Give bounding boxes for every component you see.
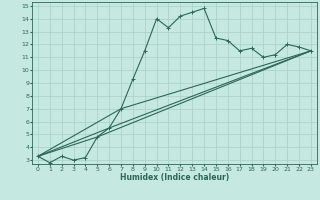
X-axis label: Humidex (Indice chaleur): Humidex (Indice chaleur)	[120, 173, 229, 182]
